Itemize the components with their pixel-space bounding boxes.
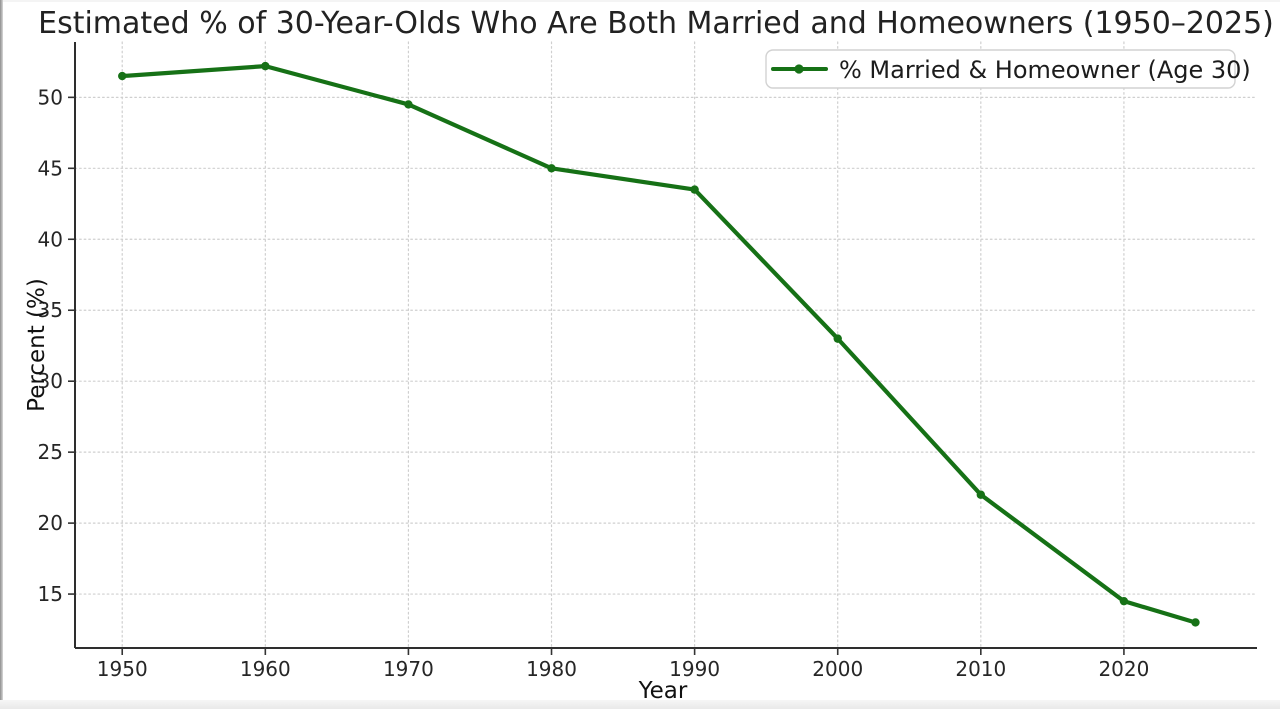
y-tick-label: 25 [38, 440, 63, 464]
y-tick-label: 40 [38, 227, 63, 251]
x-tick-label: 1980 [526, 657, 577, 681]
y-tick-label: 35 [38, 298, 63, 322]
gridlines [74, 41, 1258, 649]
legend: % Married & Homeowner (Age 30) [765, 49, 1251, 89]
data-point-marker [833, 334, 842, 343]
y-axis-label: Percent (%) [24, 278, 50, 412]
y-tick-label: 15 [38, 582, 63, 606]
y-tick-labels: 15 20 25 30 35 40 45 50 [38, 85, 63, 606]
data-series [118, 61, 1200, 627]
x-tick-label: 1950 [97, 657, 148, 681]
data-point-marker [547, 164, 556, 173]
series-line [120, 64, 1198, 625]
chart-title: Estimated % of 30-Year-Olds Who Are Both… [38, 6, 1274, 41]
y-tick-label: 45 [38, 156, 63, 180]
x-tick-labels: 1950 1960 1970 1980 1990 2000 2010 2020 [97, 657, 1150, 681]
x-tick-label: 2000 [812, 657, 863, 681]
legend-marker-sample [794, 64, 804, 74]
x-tick-label: 2020 [1098, 657, 1149, 681]
data-point-marker [118, 71, 127, 81]
y-tick-label: 30 [38, 369, 63, 393]
legend-box [765, 49, 1236, 89]
data-point-marker [404, 100, 413, 109]
data-point-marker [1191, 618, 1200, 627]
screenshot-left-edge [0, 0, 3, 709]
y-tick-label: 50 [38, 85, 63, 109]
data-point-marker [261, 61, 270, 71]
x-tick-label: 1970 [383, 657, 434, 681]
axis-ticks [68, 96, 1125, 655]
x-tick-label: 2010 [955, 657, 1006, 681]
x-axis-label: Year [638, 678, 688, 704]
data-point-marker [976, 490, 986, 499]
screenshot-bottom-edge [0, 700, 1280, 709]
x-tick-label: 1960 [240, 657, 291, 681]
x-tick-label: 1990 [669, 657, 720, 681]
data-point-marker [1119, 596, 1129, 606]
data-point-marker [690, 185, 699, 194]
screenshot-top-edge [0, 0, 1280, 2]
y-tick-label: 20 [38, 511, 63, 535]
legend-label: % Married & Homeowner (Age 30) [839, 56, 1251, 84]
axis-spines [74, 42, 1257, 649]
